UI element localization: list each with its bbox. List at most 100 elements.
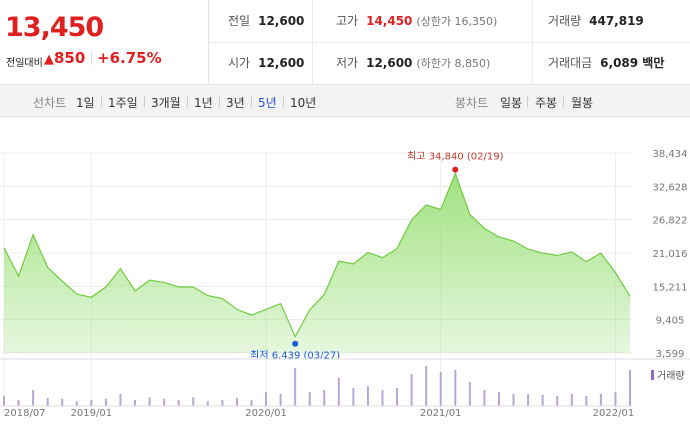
volume-bar [75,401,78,406]
current-price: 13,450 [5,12,104,43]
volume-bar [396,388,399,406]
volume-bar [163,398,166,406]
tab-divider [283,96,284,107]
x-tick-label: 2019/01 [71,408,113,419]
y-tick-label: 3,599 [656,349,685,360]
trade-value-value: 6,089 백만 [600,56,665,70]
volume-bar [527,394,530,406]
tab-period-1y[interactable]: 1년 [194,96,213,110]
price-box: 13,450 전일대비 ▲850 +6.75% [0,0,209,84]
volume-bar [308,392,311,406]
tab-divider [144,96,145,107]
chart-tabs: 선차트 1일 1주일 3개월 1년 3년 5년 10년 봉차트 일봉 주봉 월봉 [0,85,690,117]
volume-bar [381,390,384,406]
lower-limit: (하한가 8,850) [416,57,491,70]
volume-bar [250,400,253,406]
volume-bar [541,394,544,406]
open-value: 12,600 [258,56,305,70]
volume-legend-label: 거래량 [657,370,685,382]
prev-close-label: 전일 [228,14,251,28]
volume-bar [192,397,195,406]
trade-value-cell: 거래대금 6,089 백만 [548,42,664,84]
change-divider [91,51,92,65]
volume-bar [599,394,602,406]
x-tick-label: 2020/01 [245,408,287,419]
volume-bar [614,392,617,406]
x-tick-label: 2021/01 [420,408,462,419]
volume-bar [119,394,122,406]
open-cell: 시가 12,600 [228,42,304,84]
volume-bar [148,397,151,406]
volume-bar [483,390,486,406]
x-tick-label: 2022/01 [593,408,635,419]
change-label: 전일대비 [6,58,43,69]
volume-bar [104,398,107,406]
y-tick-label: 38,434 [653,149,688,160]
volume-bar [323,390,326,406]
tab-divider [187,96,188,107]
volume-bar [17,400,20,406]
price-chart: 38,434 32,628 26,822 21,016 15,211 9,405 3,599… [0,149,690,419]
volume-bar [134,400,137,406]
tab-candle-monthly[interactable]: 월봉 [571,96,594,110]
volume-bar [279,394,282,406]
tab-period-1w[interactable]: 1주일 [108,96,138,110]
volume-legend-swatch [651,370,654,380]
volume-bar [177,400,180,406]
volume-bar [439,372,442,406]
tab-period-3y[interactable]: 3년 [226,96,245,110]
low-annotation: 최저 6,439 (03/27) [250,350,340,362]
high-marker [452,166,459,173]
tab-candle-weekly[interactable]: 주봉 [535,96,558,110]
prev-close-cell: 전일 12,600 [228,0,304,42]
volume-bar [629,370,631,406]
tab-divider [527,96,528,107]
volume-bar [352,388,355,406]
upper-limit: (상한가 16,350) [416,15,498,28]
tab-candle-daily[interactable]: 일봉 [500,96,523,110]
volume-bar [585,396,588,406]
y-tick-label: 32,628 [653,182,688,193]
tab-divider [101,96,102,107]
high-value: 14,450 [366,14,413,28]
tab-period-1d[interactable]: 1일 [76,96,95,110]
volume-bar [497,392,500,406]
stats-row-2: 시가 12,600 저가 12,600 (하한가 8,850) 거래대금 6,089 백… [209,42,690,84]
tab-period-3m[interactable]: 3개월 [151,96,181,110]
volume-bar [337,378,340,406]
low-label: 저가 [336,56,359,70]
y-tick-label: 9,405 [656,316,685,327]
y-tick-label: 21,016 [653,249,688,260]
change-amount-value: 850 [54,49,86,67]
quote-header: 13,450 전일대비 ▲850 +6.75% 전일 12,600 고가 14,45… [0,0,690,85]
volume-label: 거래량 [548,14,582,28]
prev-close-value: 12,600 [258,14,305,28]
trade-value-label: 거래대금 [548,56,593,70]
tab-divider [251,96,252,107]
volume-bar [556,396,559,406]
tab-period-5y[interactable]: 5년 [258,96,277,110]
high-cell: 고가 14,450 (상한가 16,350) [336,0,497,42]
volume-bar [512,394,515,406]
tab-divider [563,96,564,107]
line-chart-label: 선차트 [33,96,67,110]
open-label: 시가 [228,56,251,70]
low-marker [292,340,299,347]
price-line [3,171,631,339]
y-tick-label: 26,822 [653,216,688,227]
up-triangle-icon: ▲ [44,52,54,67]
volume-bar [425,366,428,406]
volume-cell: 거래량 447,819 [548,0,644,42]
low-value: 12,600 [366,56,413,70]
x-tick-label: 2018/07 [4,408,46,419]
tab-period-10y[interactable]: 10년 [290,96,317,110]
volume-bar [206,401,209,406]
volume-bar [294,368,297,406]
volume-bar [221,400,224,406]
volume-bar [410,374,413,406]
candle-chart-label: 봉차트 [455,96,489,110]
tab-divider [219,96,220,107]
volume-bar [235,398,238,406]
volume-bar [61,398,64,406]
change-amount: ▲850 [44,49,85,67]
